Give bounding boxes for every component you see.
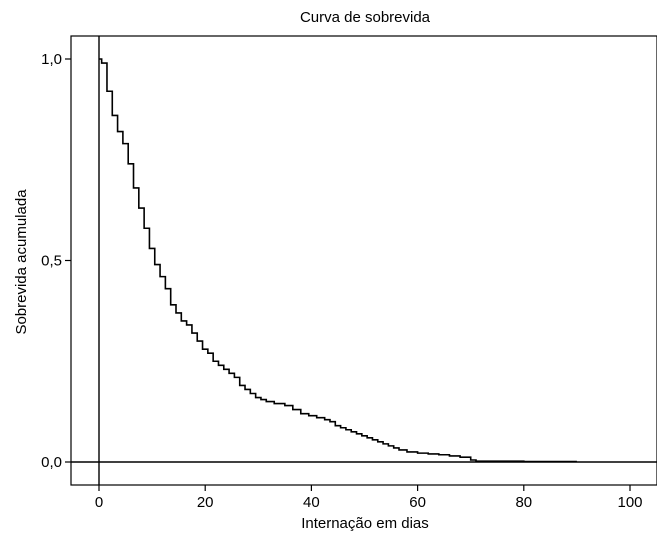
x-axis-label: Internação em dias: [301, 515, 429, 532]
series-layer: [99, 58, 577, 463]
chart-title: Curva de sobrevida: [300, 9, 431, 26]
survival-curve-line: [99, 58, 577, 463]
x-axis-ticks: 0 20 40 60 80 100: [95, 485, 643, 511]
y-axis-label: Sobrevida acumulada: [13, 189, 30, 335]
y-tick-label: 0,5: [41, 253, 62, 270]
x-tick-label: 60: [409, 494, 426, 511]
y-axis-ticks: 0,0 0,5 1,0: [41, 51, 71, 471]
y-tick-label: 1,0: [41, 51, 62, 68]
y-tick-label: 0,0: [41, 454, 62, 471]
x-tick-label: 80: [515, 494, 532, 511]
x-tick-label: 20: [197, 494, 214, 511]
x-tick-label: 100: [617, 494, 642, 511]
x-tick-label: 0: [95, 494, 103, 511]
reference-lines: [71, 36, 657, 485]
x-tick-label: 40: [303, 494, 320, 511]
plot-frame: [70, 35, 657, 486]
